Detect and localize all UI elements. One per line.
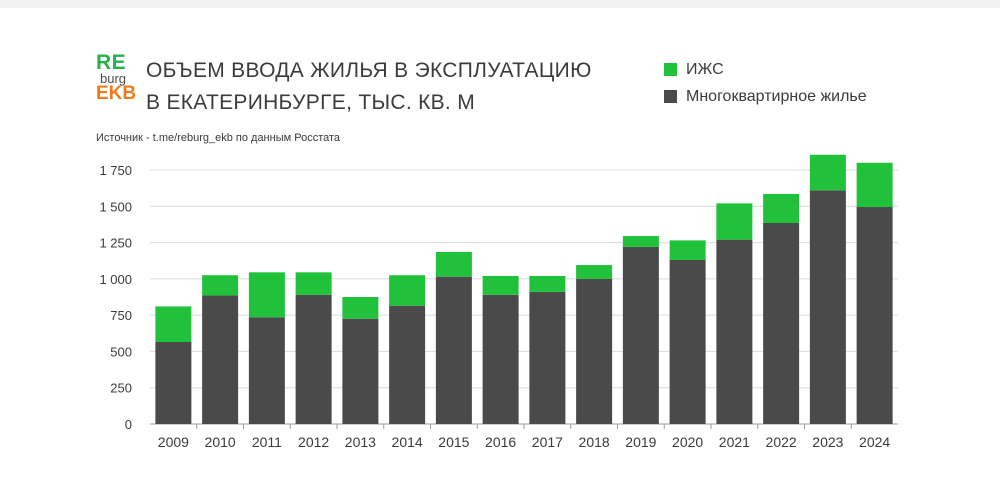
bar-izhs (856, 162, 893, 208)
bar-izhs (669, 240, 706, 260)
x-tick-label: 2021 (719, 434, 750, 450)
x-tick-label: 2012 (298, 434, 329, 450)
logo-re: RE (96, 51, 127, 74)
bar-apartments (763, 222, 800, 424)
y-tick-label: 750 (110, 308, 132, 323)
bar-apartments (622, 246, 659, 424)
bar-apartments (389, 305, 426, 424)
x-tick-label: 2022 (766, 434, 797, 450)
bar-izhs (248, 272, 285, 318)
chart-source: Источник - t.me/reburg_ekb по данным Рос… (96, 132, 341, 144)
bar-izhs (622, 236, 659, 247)
x-tick-label: 2024 (859, 434, 890, 450)
bar-apartments (202, 295, 239, 424)
chart-title-line2: В ЕКАТЕРИНБУРГЕ, ТЫС. КВ. М (146, 91, 475, 114)
bar-apartments (576, 278, 613, 424)
bar-apartments (155, 341, 192, 424)
bar-izhs (389, 275, 426, 306)
y-tick-label: 1 750 (99, 163, 132, 178)
bar-izhs (716, 203, 753, 240)
bar-apartments (716, 239, 753, 424)
legend-swatch-apartments (664, 90, 677, 103)
legend-item-apartments: Многоквартирное жилье (664, 83, 867, 110)
x-tick-label: 2015 (438, 434, 469, 450)
x-tick-label: 2023 (812, 434, 843, 450)
y-tick-label: 250 (110, 381, 132, 396)
bar-izhs (435, 252, 472, 277)
bar-izhs (295, 272, 332, 295)
bar-izhs (155, 306, 192, 342)
x-tick-label: 2018 (579, 434, 610, 450)
bar-izhs (342, 297, 379, 319)
legend-label-izhs: ИЖС (686, 60, 724, 78)
bar-apartments (342, 318, 379, 424)
y-tick-label: 1 500 (99, 199, 132, 214)
x-tick-label: 2014 (392, 434, 423, 450)
logo-burg: burg (100, 71, 127, 86)
bar-izhs (809, 154, 846, 191)
chart-title: ОБЪЕМ ВВОДА ЖИЛЬЯ В ЭКСПЛУАТАЦИЮ В ЕКАТЕ… (146, 55, 592, 119)
bar-apartments (482, 294, 519, 424)
legend-swatch-izhs (664, 63, 677, 76)
x-tick-label: 2019 (625, 434, 656, 450)
bar-izhs (482, 275, 519, 295)
bar-apartments (809, 190, 846, 424)
logo-ekb: EKB (96, 83, 137, 104)
bar-apartments (248, 317, 285, 424)
bar-apartments (435, 276, 472, 424)
y-tick-label: 1 000 (99, 272, 132, 287)
legend-item-izhs: ИЖС (664, 56, 867, 83)
x-tick-label: 2011 (252, 434, 282, 450)
y-tick-label: 1 250 (99, 236, 132, 251)
x-tick-label: 2017 (532, 434, 563, 450)
bar-apartments (295, 294, 332, 424)
chart-title-line1: ОБЪЕМ ВВОДА ЖИЛЬЯ В ЭКСПЛУАТАЦИЮ (146, 59, 592, 82)
x-tick-label: 2013 (345, 434, 376, 450)
reburg-ekb-logo: RE burg EKB (96, 52, 146, 103)
y-tick-label: 500 (110, 344, 132, 359)
bar-izhs (529, 275, 566, 292)
x-tick-label: 2016 (485, 434, 516, 450)
bar-apartments (856, 207, 893, 424)
x-tick-label: 2009 (158, 434, 189, 450)
legend-label-apartments: Многоквартирное жилье (686, 87, 867, 105)
x-tick-label: 2020 (672, 434, 703, 450)
y-tick-label: 0 (125, 417, 132, 432)
bar-apartments (669, 259, 706, 424)
chart-legend: ИЖС Многоквартирное жилье (664, 56, 867, 110)
bar-izhs (576, 265, 613, 279)
bar-izhs (763, 193, 800, 223)
x-tick-label: 2010 (205, 434, 236, 450)
bar-apartments (529, 291, 566, 424)
bar-izhs (202, 275, 239, 296)
